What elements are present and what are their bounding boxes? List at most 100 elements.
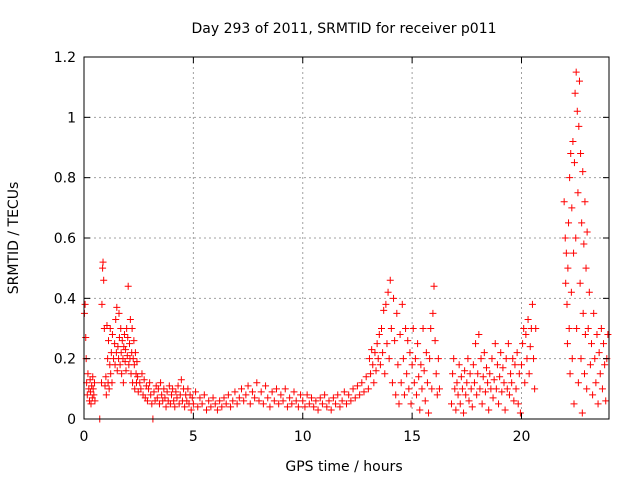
data-point: [146, 379, 154, 387]
data-point: [481, 388, 489, 396]
data-point: [415, 373, 423, 381]
data-point: [227, 403, 235, 411]
data-point: [571, 89, 579, 97]
data-point: [579, 309, 587, 317]
data-point: [175, 400, 183, 408]
data-point: [98, 300, 106, 308]
data-point: [566, 174, 574, 182]
data-point: [83, 391, 91, 399]
data-point: [148, 400, 156, 408]
data-point: [166, 400, 174, 408]
data-point: [435, 385, 443, 393]
data-point: [105, 337, 112, 345]
data-point: [238, 385, 245, 393]
data-point: [580, 240, 588, 248]
data-point: [456, 400, 464, 408]
data-point: [211, 400, 219, 408]
data-point: [463, 379, 471, 387]
data-point: [386, 276, 394, 284]
data-point: [573, 325, 581, 332]
data-point: [409, 325, 417, 332]
data-point: [163, 388, 171, 396]
data-point: [449, 370, 457, 378]
data-point: [364, 385, 372, 393]
data-point: [376, 361, 384, 369]
data-point: [468, 403, 476, 411]
data-point: [318, 400, 326, 408]
data-point: [303, 391, 311, 399]
data-point: [461, 367, 469, 375]
y-tick-label: 0.8: [54, 171, 76, 187]
data-point: [87, 400, 95, 408]
data-point: [598, 385, 606, 393]
data-point: [455, 361, 463, 369]
data-point: [489, 394, 497, 402]
data-point: [375, 331, 383, 339]
data-point: [483, 364, 490, 372]
data-point: [235, 394, 243, 402]
data-point: [332, 400, 340, 408]
data-point: [286, 394, 294, 402]
data-point: [126, 340, 133, 348]
data-point: [474, 370, 482, 378]
data-point: [371, 349, 379, 357]
data-point: [528, 300, 536, 308]
data-point: [408, 361, 416, 369]
data-point: [198, 400, 206, 408]
data-point: [122, 346, 130, 354]
data-point: [224, 391, 232, 399]
data-point: [99, 258, 107, 266]
data-point: [565, 219, 573, 227]
data-point: [384, 288, 392, 296]
data-point: [370, 379, 378, 387]
data-point: [387, 325, 395, 332]
data-point: [403, 370, 411, 378]
data-point: [157, 379, 165, 387]
data-point: [312, 397, 320, 405]
data-point: [99, 264, 107, 272]
data-point: [343, 400, 350, 408]
data-point: [413, 391, 420, 399]
data-point: [181, 403, 189, 411]
data-point: [397, 379, 405, 387]
data-point: [427, 325, 435, 332]
data-point: [492, 385, 500, 393]
data-point: [499, 364, 507, 372]
data-point: [351, 394, 359, 402]
data-point: [111, 340, 119, 348]
data-point: [119, 379, 127, 387]
data-point: [430, 282, 438, 290]
data-point: [588, 340, 595, 348]
data-point: [476, 385, 484, 393]
data-point: [168, 391, 175, 399]
data-point: [338, 397, 346, 405]
data-point: [114, 343, 122, 351]
data-point: [169, 385, 177, 393]
y-tick-label: 1: [67, 110, 76, 126]
data-point: [579, 168, 587, 176]
data-point: [398, 300, 406, 308]
data-point: [402, 325, 410, 332]
data-point: [122, 367, 130, 375]
data-point: [367, 370, 375, 378]
data-point: [266, 403, 274, 411]
data-point: [577, 355, 585, 363]
data-point: [497, 349, 505, 357]
data-point: [518, 361, 525, 369]
data-point: [101, 382, 109, 390]
data-point: [321, 391, 329, 399]
data-point: [452, 406, 460, 414]
x-tick-label: 20: [513, 429, 531, 445]
chart-title: Day 293 of 2011, SRMTID for receiver p01…: [191, 21, 496, 37]
data-point: [511, 361, 519, 369]
data-point: [329, 394, 337, 402]
data-point: [522, 331, 530, 339]
data-point: [246, 400, 254, 408]
data-point: [273, 385, 280, 393]
data-point: [570, 400, 578, 408]
data-point: [513, 349, 521, 357]
grid: [84, 57, 609, 419]
data-point: [568, 355, 576, 363]
data-point: [369, 361, 377, 369]
